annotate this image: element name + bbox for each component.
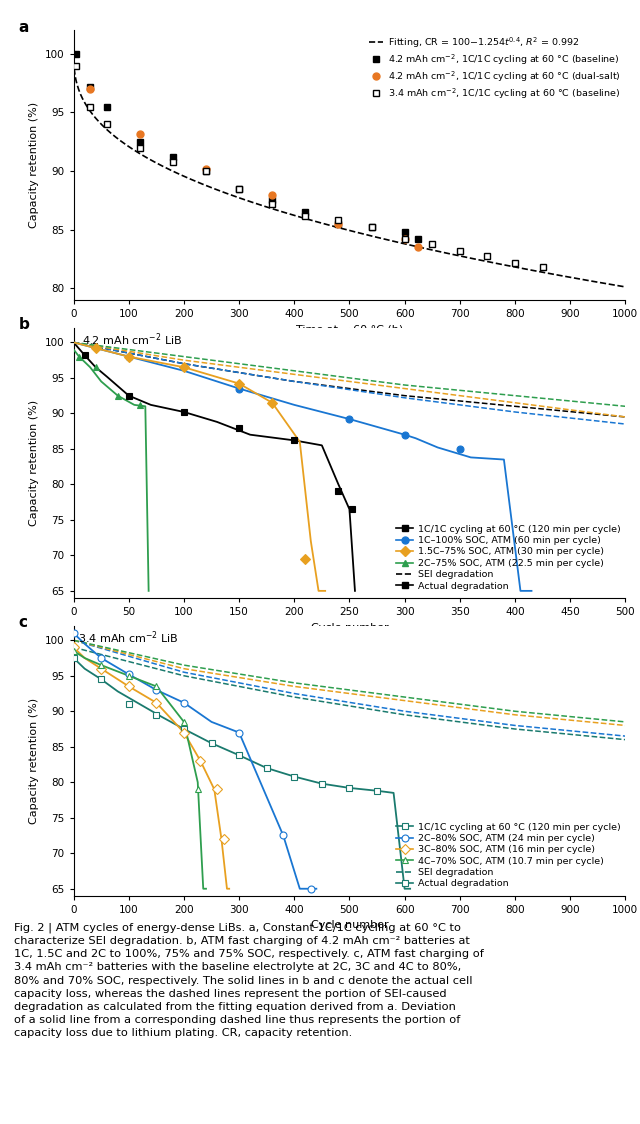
- Legend: Fitting, CR = 100−1.254$t^{0.4}$, $R^2$ = 0.992, 4.2 mAh cm$^{-2}$, 1C/1C cyclin: Fitting, CR = 100−1.254$t^{0.4}$, $R^2$ …: [369, 35, 621, 100]
- Y-axis label: Capacity retention (%): Capacity retention (%): [29, 102, 40, 228]
- Text: c: c: [19, 615, 28, 631]
- Y-axis label: Capacity retention (%): Capacity retention (%): [29, 400, 40, 526]
- Text: Fig. 2 | ATM cycles of energy-dense LiBs. a, Constant 1C/1C cycling at 60 °C to
: Fig. 2 | ATM cycles of energy-dense LiBs…: [14, 923, 484, 1039]
- Text: b: b: [19, 317, 29, 333]
- Y-axis label: Capacity retention (%): Capacity retention (%): [29, 698, 40, 824]
- X-axis label: Cycle number: Cycle number: [310, 623, 388, 633]
- X-axis label: Cycle number: Cycle number: [310, 921, 388, 931]
- X-axis label: Time at ≈ 60 °C (h): Time at ≈ 60 °C (h): [296, 325, 403, 335]
- Text: a: a: [19, 19, 29, 35]
- Text: 3.4 mAh cm$^{-2}$ LiB: 3.4 mAh cm$^{-2}$ LiB: [78, 629, 179, 646]
- Text: 4.2 mAh cm$^{-2}$ LiB: 4.2 mAh cm$^{-2}$ LiB: [83, 332, 182, 348]
- Legend: 1C/1C cycling at 60 °C (120 min per cycle), 1C–100% SOC, ATM (60 min per cycle),: 1C/1C cycling at 60 °C (120 min per cycl…: [396, 525, 621, 590]
- Legend: 1C/1C cycling at 60 °C (120 min per cycle), 2C–80% SOC, ATM (24 min per cycle), : 1C/1C cycling at 60 °C (120 min per cycl…: [396, 823, 621, 888]
